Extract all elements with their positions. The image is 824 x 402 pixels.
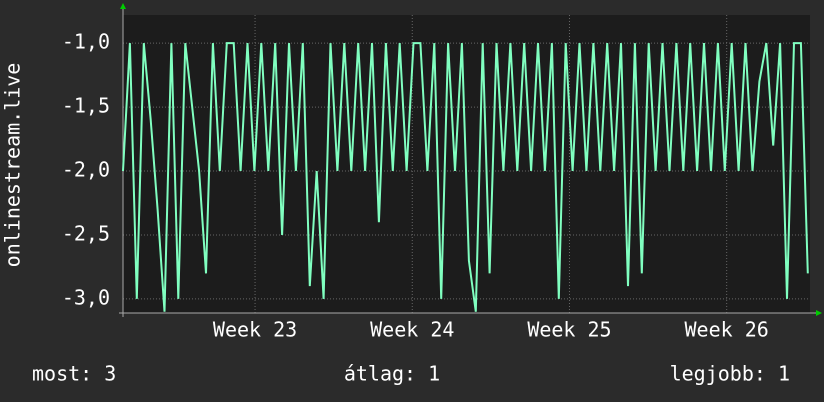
axis-arrow <box>120 3 126 9</box>
y-tick-label: -2,5 <box>62 221 110 245</box>
summary-stat: legjobb: 1 <box>670 362 790 386</box>
y-axis-label: onlinestream.live <box>1 63 25 268</box>
y-tick-label: -1,5 <box>62 94 110 118</box>
x-tick-label: Week 25 <box>527 318 611 342</box>
series-line <box>122 42 809 312</box>
y-tick-label: -2,0 <box>62 158 110 182</box>
x-tick-label: Week 23 <box>213 318 297 342</box>
summary-stat: átlag: 1 <box>344 362 440 386</box>
y-tick-label: -3,0 <box>62 285 110 309</box>
x-tick-label: Week 26 <box>685 318 769 342</box>
x-tick-label: Week 24 <box>370 318 454 342</box>
axis-arrow <box>816 310 822 316</box>
summary-stat: most: 3 <box>32 362 116 386</box>
y-tick-label: -1,0 <box>62 30 110 54</box>
